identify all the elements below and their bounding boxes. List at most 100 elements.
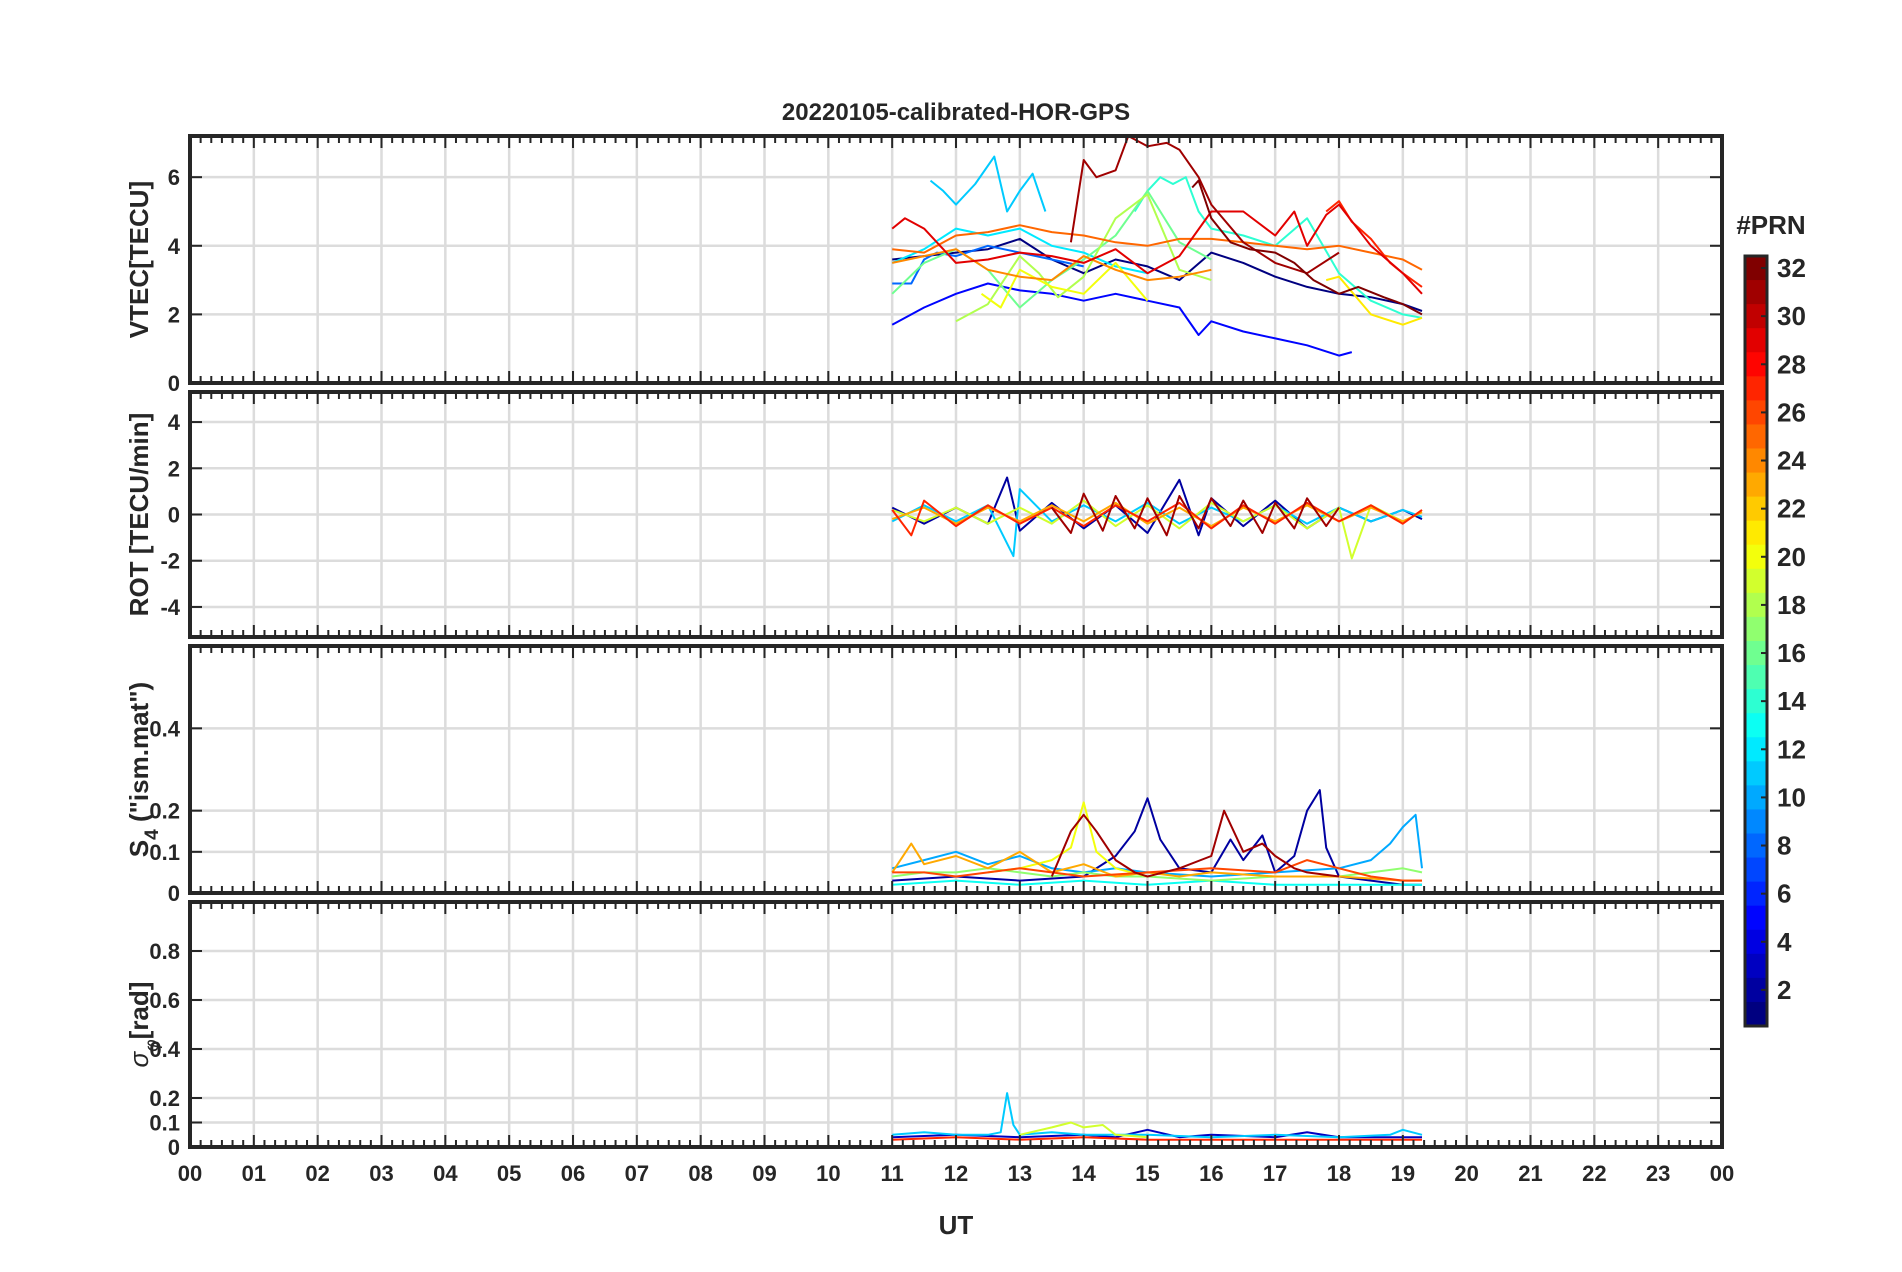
colorbar-swatch <box>1745 616 1767 642</box>
y-tick-label: 0.1 <box>149 840 180 865</box>
y-tick-label: 0.4 <box>149 1037 180 1062</box>
y-tick-label: 0.4 <box>149 716 180 741</box>
colorbar-tick-label: 22 <box>1777 494 1806 524</box>
colorbar-swatch <box>1745 881 1767 907</box>
x-tick-label: 01 <box>242 1161 266 1186</box>
colorbar-swatch <box>1745 665 1767 690</box>
colorbar-tick-label: 8 <box>1777 831 1791 861</box>
colorbar-swatch <box>1745 857 1767 883</box>
series-prn-13 <box>892 879 1422 886</box>
series-prn-26 <box>892 859 1422 882</box>
series-prn-21 <box>1325 275 1423 326</box>
x-tick-label: 14 <box>1071 1161 1096 1186</box>
series-prn-31 <box>1050 809 1340 878</box>
colorbar-swatch <box>1745 520 1767 546</box>
y-axis-label: ROT [TECU/min] <box>124 413 154 617</box>
y-axis-label: VTEC[TECU] <box>124 181 154 338</box>
colorbar-swatch <box>1745 256 1767 281</box>
colorbar-tick-label: 24 <box>1777 446 1806 476</box>
colorbar-tick-label: 32 <box>1777 253 1806 283</box>
colorbar-title: #PRN <box>1736 210 1805 240</box>
x-tick-label: 17 <box>1263 1161 1287 1186</box>
y-tick-label: 2 <box>168 302 180 327</box>
colorbar-swatch <box>1745 544 1767 570</box>
y-axis-label: σφ[rad] <box>124 982 163 1068</box>
panel-2: -4 -2 0 2 4 ROT [TECU/min] <box>124 390 1724 639</box>
colorbar-swatch <box>1745 689 1767 714</box>
colorbar-tick-label: 4 <box>1777 927 1792 957</box>
colorbar-swatch <box>1745 761 1767 786</box>
colorbar-tick-label: 12 <box>1777 734 1806 764</box>
x-tick-label: 09 <box>752 1161 776 1186</box>
x-tick-label: 00 <box>1710 1161 1734 1186</box>
colorbar-swatch <box>1745 352 1767 377</box>
colorbar-frame <box>1743 254 1769 1028</box>
series-prn-19 <box>891 499 1423 560</box>
colorbar-swatch <box>1745 472 1767 498</box>
series-prn-25 <box>892 224 1423 271</box>
series-prn-23 <box>891 842 1422 882</box>
axes-frame <box>188 134 1724 385</box>
y-tick-label: 0.8 <box>149 939 180 964</box>
series-prn-31 <box>1051 492 1340 537</box>
y-tick-label: 0.6 <box>149 988 180 1013</box>
panel-4: 00.10.2 0.4 0.6 0.8 σφ[rad] <box>124 900 1724 1160</box>
colorbar-tick-label: 16 <box>1777 638 1806 668</box>
y-tick-label: 0 <box>168 1135 180 1160</box>
colorbar-tick-label: 20 <box>1777 542 1806 572</box>
colorbar-swatch <box>1745 424 1767 450</box>
colorbar-swatch <box>1745 713 1767 738</box>
axes-frame <box>188 644 1724 895</box>
colorbar-swatch <box>1745 929 1767 955</box>
x-tick-label: 22 <box>1582 1161 1606 1186</box>
series-prn-20 <box>987 801 1148 878</box>
colorbar-tick-label: 30 <box>1777 301 1806 331</box>
colorbar-swatch <box>1745 737 1767 762</box>
y-axis-label: S4 ("ism.mat") <box>124 682 163 857</box>
colorbar-swatch <box>1745 833 1767 859</box>
x-tick-label: 07 <box>625 1161 649 1186</box>
x-tick-label: 03 <box>369 1161 393 1186</box>
series-group <box>891 789 1423 886</box>
series-prn-8 <box>892 244 1084 285</box>
colorbar-tick-label: 28 <box>1777 349 1806 379</box>
x-tick-label: 13 <box>1008 1161 1032 1186</box>
series-prn-14 <box>1133 176 1423 319</box>
series-prn-27 <box>891 499 1423 537</box>
x-tick-label: 16 <box>1199 1161 1223 1186</box>
axes-frame <box>188 390 1724 639</box>
series-prn-11 <box>929 155 1047 213</box>
colorbar-swatch <box>1745 953 1767 979</box>
x-tick-label: 06 <box>561 1161 585 1186</box>
series-group <box>891 476 1423 560</box>
y-tick-label: 2 <box>168 456 180 481</box>
colorbar-swatch <box>1745 641 1767 666</box>
colorbar-tick-label: 18 <box>1777 590 1806 620</box>
colorbar-tick-label: 26 <box>1777 397 1806 427</box>
y-tick-label: 0 <box>168 503 180 528</box>
x-tick-labels: 00 01 02 03 04 05 06 07 08 09 10 11 12 13 14 15 16 17 18 19… <box>178 1161 1734 1186</box>
colorbar-swatch <box>1745 592 1767 618</box>
colorbar-swatch <box>1745 568 1767 594</box>
colorbar-swatch <box>1745 448 1767 474</box>
series-group <box>891 136 1423 357</box>
colorbar-swatch <box>1745 905 1767 931</box>
y-tick-label: -4 <box>160 595 180 620</box>
colorbar-swatch <box>1745 977 1767 1003</box>
series-prn-29 <box>891 203 1423 295</box>
y-tick-label: 0 <box>168 371 180 396</box>
series-prn-2 <box>892 789 1422 886</box>
series-prn-20 <box>980 261 1149 309</box>
series-prn-32 <box>1191 179 1423 316</box>
series-prn-12 <box>891 227 1148 275</box>
y-tick-label: -2 <box>160 549 180 574</box>
y-tick-label: 0 <box>168 881 180 906</box>
colorbar-swatch <box>1745 376 1767 401</box>
axes-frame <box>188 900 1724 1149</box>
x-tick-label: 18 <box>1327 1161 1351 1186</box>
x-tick-label: 02 <box>305 1161 329 1186</box>
x-axis-label: UT <box>939 1210 974 1240</box>
series-prn-1 <box>892 237 1423 312</box>
colorbar-swatch <box>1745 400 1767 426</box>
